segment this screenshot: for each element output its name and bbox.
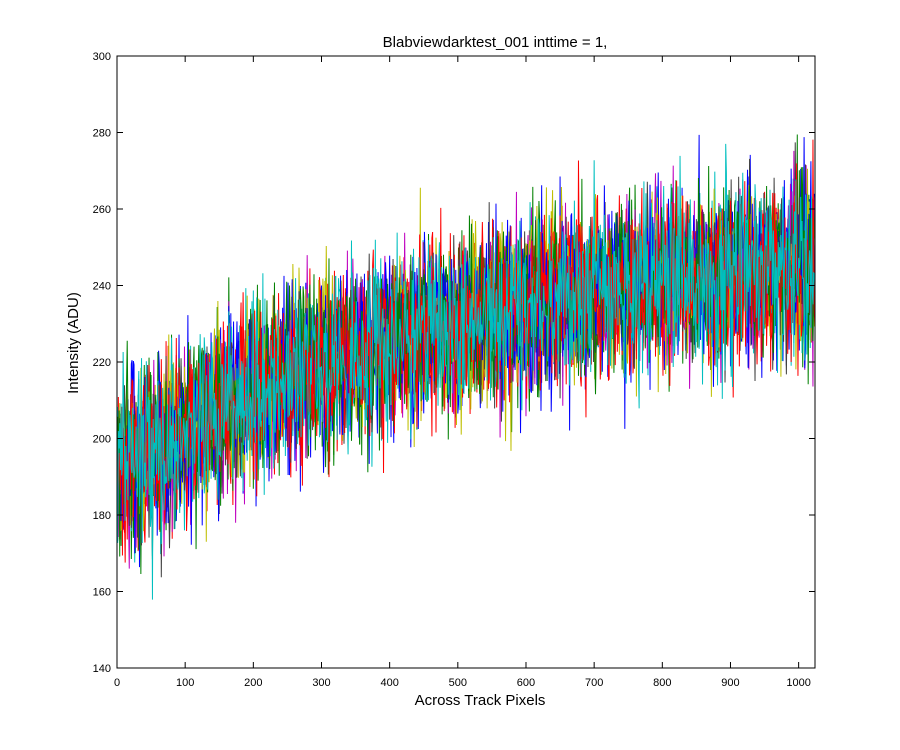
x-tick-label: 200 [244, 677, 262, 689]
x-tick-label: 500 [449, 677, 467, 689]
x-tick-label: 100 [176, 677, 194, 689]
series-line-11 [117, 143, 815, 600]
x-tick-label: 1000 [786, 677, 810, 689]
y-tick-label: 200 [93, 434, 111, 446]
y-tick-label: 240 [93, 281, 111, 293]
x-tick-label: 700 [585, 677, 603, 689]
x-tick-label: 300 [312, 677, 330, 689]
x-tick-label: 900 [721, 677, 739, 689]
y-axis-label: Intensity (ADU) [65, 292, 82, 394]
series-layer [117, 134, 815, 600]
x-axis-label: Across Track Pixels [415, 692, 546, 709]
y-tick-label: 280 [93, 128, 111, 140]
y-tick-label: 140 [93, 663, 111, 675]
series-line-8 [117, 134, 815, 554]
x-tick-label: 0 [114, 677, 120, 689]
y-tick-label: 220 [93, 357, 111, 369]
axes-frame [116, 55, 816, 669]
x-tick-label: 800 [653, 677, 671, 689]
x-tick-label: 600 [517, 677, 535, 689]
x-tick-label: 400 [380, 677, 398, 689]
y-tick-label: 160 [93, 587, 111, 599]
y-tick-label: 260 [93, 204, 111, 216]
y-tick-label: 300 [93, 51, 111, 63]
ticks-layer: 0 100 200 300 400 500 600 700 800 900 1000 140 160 18… [93, 51, 815, 689]
chart-title: Blabviewdarktest_001 inttime = 1, [383, 34, 608, 51]
y-tick-label: 180 [93, 510, 111, 522]
